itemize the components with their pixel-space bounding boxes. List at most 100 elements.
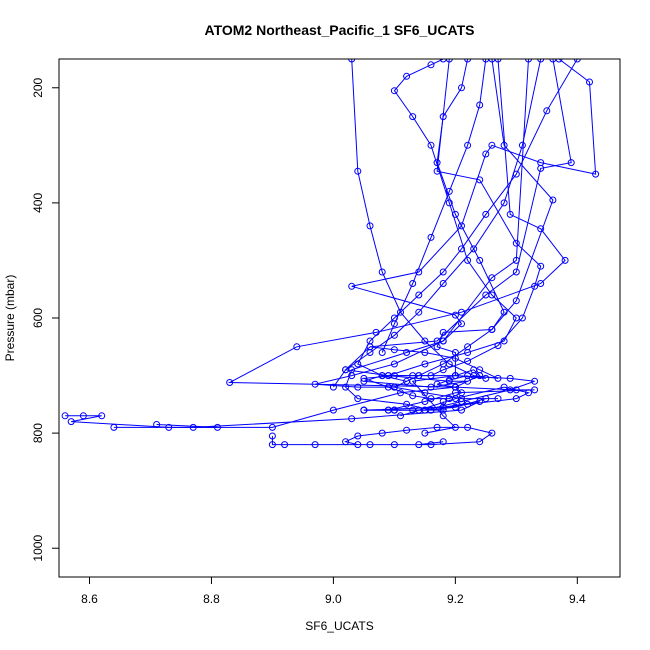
data-point [464, 423, 472, 431]
data-point [360, 377, 368, 385]
data-point [360, 406, 368, 414]
series-line [113, 386, 531, 428]
data-point [98, 412, 106, 420]
data-point [390, 441, 398, 449]
data-point [464, 141, 472, 149]
data-point [476, 256, 484, 264]
series-line [381, 59, 487, 353]
data-point [537, 225, 545, 233]
data-point [458, 308, 465, 316]
data-point [445, 199, 453, 207]
data-point [189, 423, 197, 431]
data-point [427, 233, 435, 241]
data-point [427, 406, 435, 414]
y-tick-label: 400 [31, 193, 45, 213]
data-point [464, 256, 472, 264]
data-point [354, 432, 362, 440]
data-point [397, 389, 404, 397]
series-8 [311, 59, 532, 403]
data-point [567, 159, 575, 167]
data-point [329, 406, 337, 414]
data-point [537, 164, 545, 172]
data-point [61, 412, 69, 420]
data-point [482, 150, 490, 158]
data-point [525, 389, 532, 397]
data-point [451, 354, 459, 362]
data-point [512, 256, 520, 264]
series-line [351, 59, 499, 379]
data-point [427, 61, 435, 69]
data-point [67, 418, 75, 426]
data-point [354, 383, 362, 391]
series-13 [268, 423, 496, 449]
series-11 [390, 59, 508, 391]
data-point [500, 383, 508, 391]
data-point [476, 366, 484, 374]
data-point [439, 268, 447, 276]
data-point [470, 372, 478, 380]
series-line [332, 59, 542, 388]
series-line [345, 59, 597, 411]
data-point [506, 386, 514, 394]
data-point [421, 429, 429, 437]
data-point [421, 389, 429, 397]
x-tick-label: 9.0 [325, 592, 342, 606]
data-point [421, 337, 429, 345]
data-point [439, 337, 447, 345]
data-point [348, 59, 356, 63]
data-point [512, 395, 520, 403]
data-point [378, 372, 386, 380]
data-point [409, 392, 417, 400]
data-point [488, 326, 496, 333]
data-point [561, 256, 569, 264]
data-point [439, 412, 447, 420]
data-point [488, 429, 496, 437]
data-point [421, 398, 429, 405]
data-point [586, 78, 593, 86]
data-point [378, 349, 386, 356]
data-point [464, 400, 472, 408]
series-line [314, 59, 529, 400]
data-point [500, 337, 508, 345]
data-point [433, 159, 441, 167]
data-point [427, 141, 435, 149]
data-point [415, 308, 423, 316]
data-point [464, 377, 472, 385]
data-point [458, 406, 465, 414]
data-point [451, 311, 459, 319]
data-point [348, 282, 356, 290]
data-point [494, 374, 502, 382]
data-point [390, 383, 398, 391]
data-point [366, 441, 374, 449]
data-point [427, 441, 435, 449]
data-point [378, 268, 386, 276]
data-point [110, 423, 118, 431]
data-point [476, 101, 484, 109]
data-point [366, 349, 374, 356]
x-tick-label: 8.6 [81, 592, 98, 606]
data-point [311, 441, 319, 449]
x-tick-label: 9.2 [447, 592, 464, 606]
series-6 [110, 383, 532, 431]
plot-frame [58, 58, 621, 578]
data-point [268, 423, 276, 431]
data-point [214, 423, 221, 431]
data-point [403, 426, 411, 434]
series-line [65, 369, 481, 434]
data-point [342, 438, 350, 446]
data-point [354, 395, 362, 403]
data-point [537, 262, 545, 270]
y-axis-label: Pressure (mbar) [3, 275, 17, 362]
data-point [464, 343, 472, 351]
data-point [458, 320, 465, 328]
data-point [409, 280, 417, 287]
plot-area [61, 59, 600, 449]
data-point [348, 372, 356, 380]
data-point [573, 59, 581, 63]
data-point [403, 377, 411, 385]
data-point [500, 308, 508, 316]
data-point [439, 403, 447, 411]
data-point [537, 59, 545, 63]
data-point [494, 59, 502, 63]
